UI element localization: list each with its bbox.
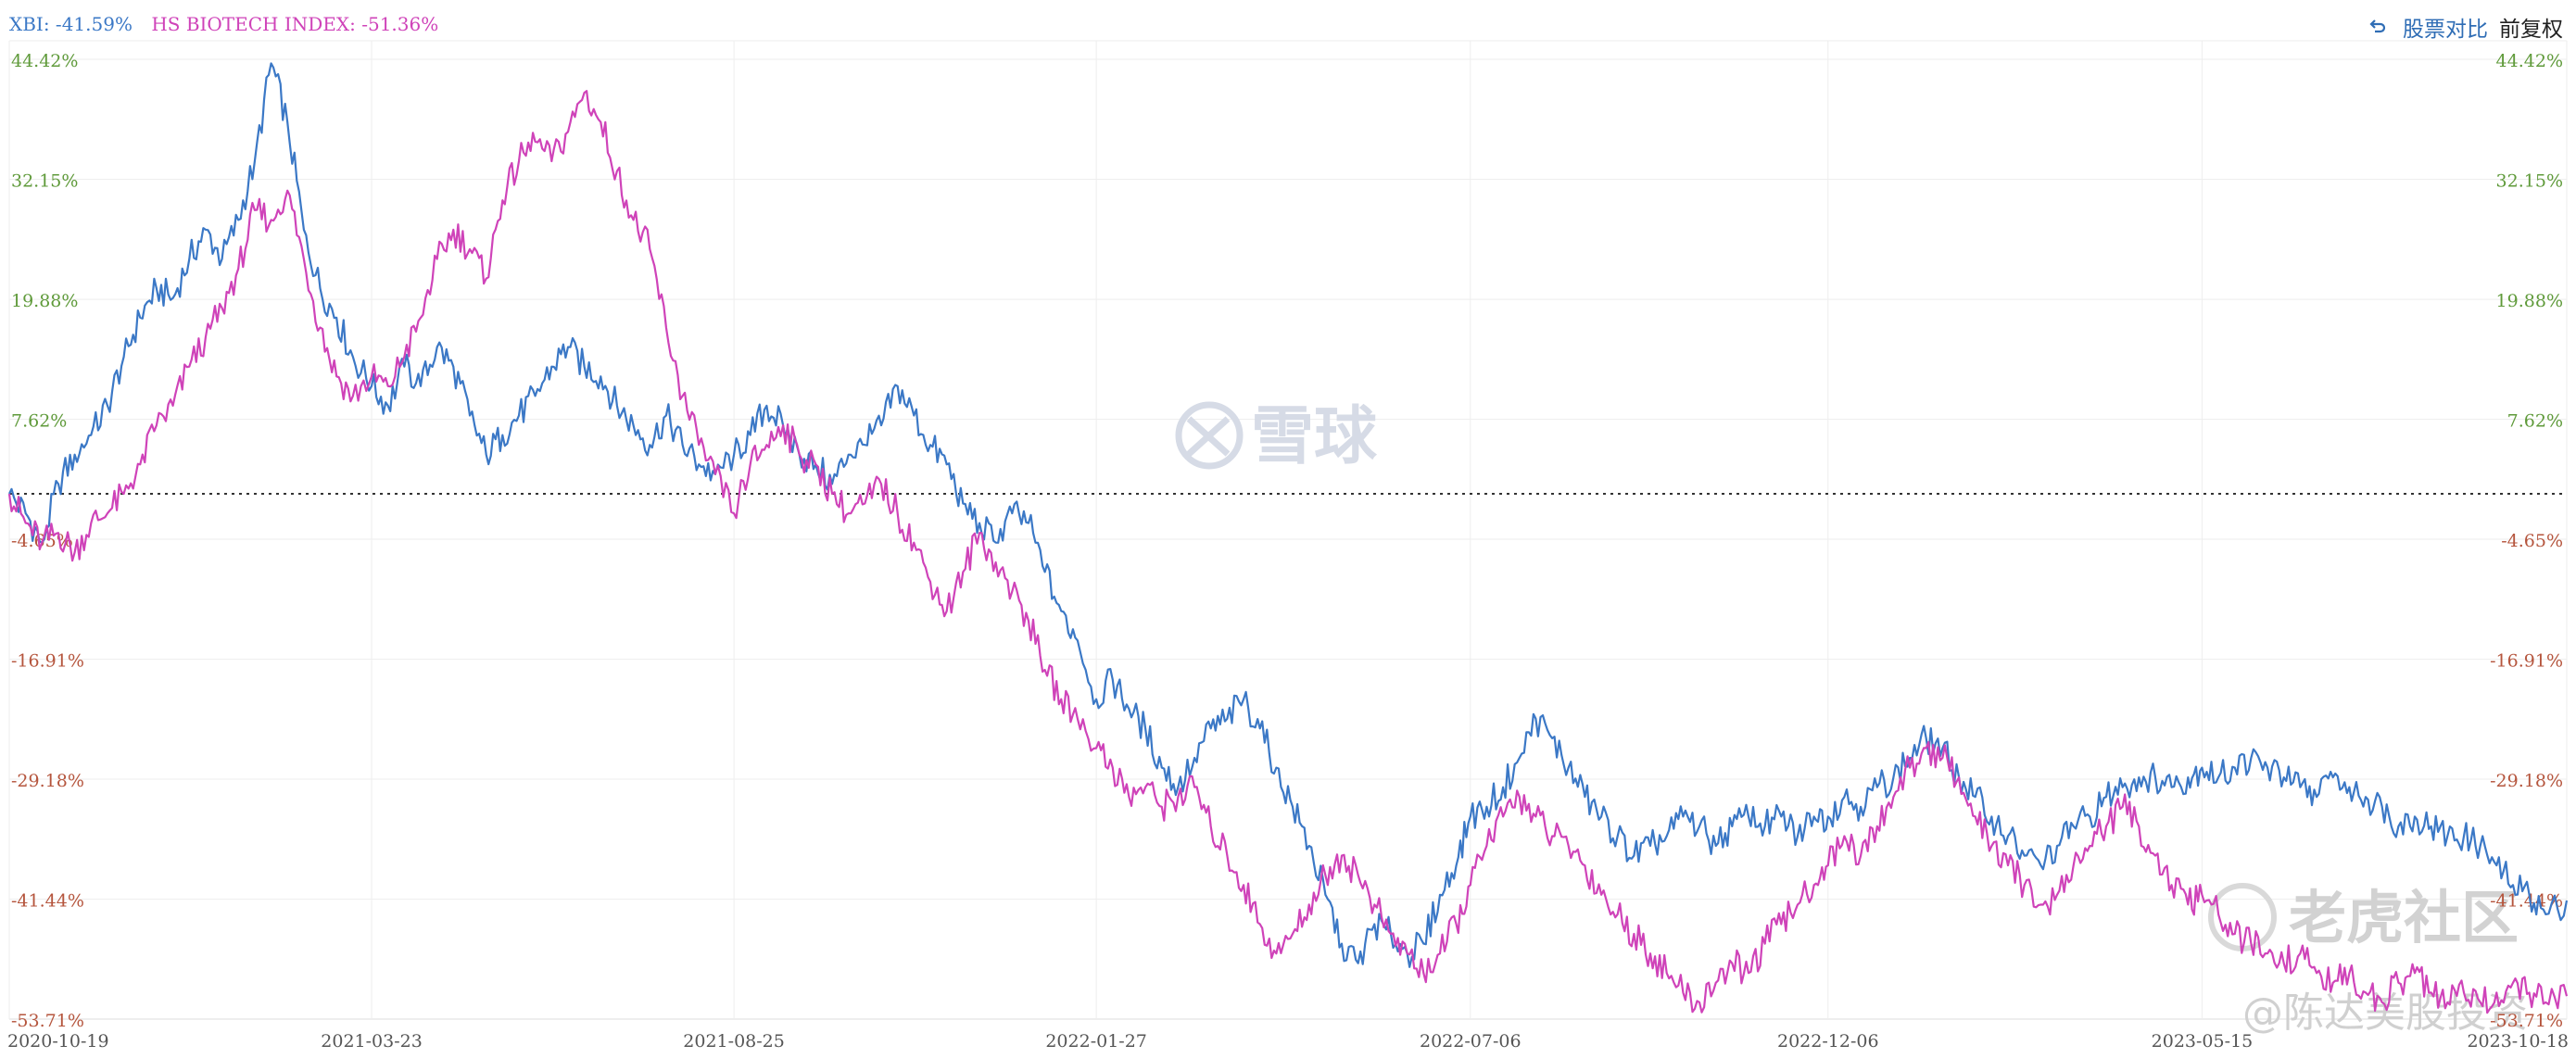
x-tick-label: 2023-10-18: [2467, 1031, 2569, 1052]
y-tick-label-left: 7.62%: [11, 411, 67, 432]
series-layer: [7, 62, 2569, 1014]
x-tick-label: 2021-08-25: [683, 1031, 785, 1052]
tiger-logo-icon: [2208, 883, 2277, 951]
xueqiu-logo-icon: [1175, 401, 1244, 470]
x-tick-label: 2021-03-23: [321, 1031, 423, 1052]
watermark-tiger: 老虎社区: [2289, 884, 2519, 951]
grid-layer: [8, 40, 2568, 1020]
x-axis: 2020-10-19 2021-03-23 2021-08-25 2022-01-27…: [7, 1031, 2569, 1052]
legend-item-xbi: XBI: -41.59%: [9, 13, 133, 35]
y-tick-label-right: 19.88%: [2496, 291, 2563, 311]
x-tick-label: 2020-10-19: [7, 1031, 109, 1052]
back-icon[interactable]: [2364, 13, 2392, 41]
x-tick-label: 2023-05-15: [2152, 1031, 2254, 1052]
watermark-xueqiu: 雪球: [1251, 400, 1378, 473]
y-tick-label-right: 44.42%: [2496, 51, 2563, 71]
y-tick-label-left: 19.88%: [11, 291, 78, 311]
legend: XBI: -41.59% HS BIOTECH INDEX: -51.36%: [9, 13, 451, 35]
y-tick-label-right: -41.44%: [2490, 890, 2563, 911]
price-adjust-button[interactable]: 前复权: [2499, 18, 2563, 42]
y-tick-label-left: 32.15%: [11, 171, 78, 192]
y-tick-label-left: -16.91%: [11, 650, 84, 671]
toolbar: 股票对比 前复权: [2364, 11, 2563, 43]
y-tick-label-right: -29.18%: [2490, 771, 2563, 791]
watermark-author: @陈达美股投资: [2242, 989, 2528, 1037]
x-tick-label: 2022-07-06: [1420, 1031, 1522, 1052]
legend-item-hs-biotech: HS BIOTECH INDEX: -51.36%: [151, 13, 439, 35]
xueqiu-logo-mark: [1186, 416, 1231, 457]
y-axis-left: 44.42%32.15%19.88%7.62%-4.65%-16.91%-29.…: [11, 51, 84, 1031]
y-tick-label-left: -29.18%: [11, 771, 84, 791]
y-tick-label-right: 7.62%: [2507, 411, 2563, 432]
y-tick-label-right: 32.15%: [2496, 171, 2563, 192]
stock-compare-button[interactable]: 股票对比: [2403, 18, 2488, 42]
y-tick-label-left: -53.71%: [11, 1011, 84, 1031]
series-line-xbi: [8, 62, 2569, 968]
x-tick-label: 2022-01-27: [1045, 1031, 1147, 1052]
y-tick-label-left: -41.44%: [11, 890, 84, 911]
series-line-hs-biotech: [7, 90, 2569, 1014]
y-tick-label-right: -53.71%: [2490, 1011, 2563, 1031]
x-tick-label: 2022-12-06: [1777, 1031, 1879, 1052]
y-axis-right: 44.42% 32.15% 19.88% 7.62% -4.65% -16.91% -29.…: [2490, 51, 2563, 1031]
y-tick-label-right: -4.65%: [2501, 531, 2563, 551]
y-tick-label-right: -16.91%: [2490, 650, 2563, 671]
y-tick-label-left: 44.42%: [11, 51, 78, 71]
